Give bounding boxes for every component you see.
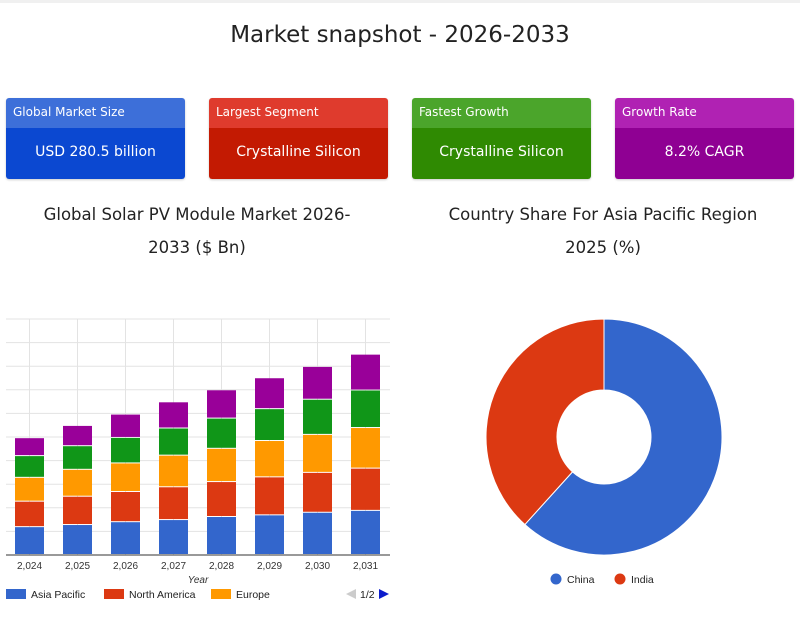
card-label: Global Market Size — [6, 98, 185, 128]
bar-segment[interactable] — [255, 409, 284, 441]
legend-label: Asia Pacific — [31, 589, 85, 601]
card-value: Crystalline Silicon — [412, 128, 591, 179]
bar-chart-title: Global Solar PV Module Market 2026- 2033… — [7, 198, 387, 264]
bar-segment[interactable] — [303, 434, 332, 472]
bar-segment[interactable] — [303, 399, 332, 434]
bar-segment[interactable] — [111, 414, 140, 437]
bar-segment[interactable] — [63, 525, 92, 554]
bar-segment[interactable] — [111, 437, 140, 463]
bar-segment[interactable] — [255, 515, 284, 554]
x-tick-label: 2,028 — [209, 561, 234, 572]
card-largest-segment: Largest Segment Crystalline Silicon — [209, 98, 388, 179]
card-label: Largest Segment — [209, 98, 388, 128]
legend-page-indicator: 1/2 — [360, 589, 375, 601]
bar-segment[interactable] — [15, 527, 44, 554]
bar-segment[interactable] — [255, 477, 284, 515]
pie-chart-title: Country Share For Asia Pacific Region 20… — [413, 198, 793, 264]
legend-prev-page-icon[interactable] — [346, 589, 356, 599]
card-growth-rate: Growth Rate 8.2% CAGR — [615, 98, 794, 179]
card-value: 8.2% CAGR — [615, 128, 794, 179]
x-tick-label: 2,029 — [257, 561, 282, 572]
legend-swatch — [211, 589, 231, 599]
bar-segment[interactable] — [255, 378, 284, 409]
x-tick-label: 2,026 — [113, 561, 138, 572]
bar-segment[interactable] — [351, 354, 380, 390]
legend-label: Europe — [236, 589, 270, 601]
bar-chart-title-line2: 2033 ($ Bn) — [148, 238, 246, 257]
bar-segment[interactable] — [351, 510, 380, 554]
bar-segment[interactable] — [207, 390, 236, 418]
bar-segment[interactable] — [63, 496, 92, 525]
pie-slice-china[interactable] — [524, 318, 723, 556]
legend-label: North America — [129, 589, 196, 601]
card-label: Fastest Growth — [412, 98, 591, 128]
x-tick-label: 2,024 — [17, 561, 42, 572]
x-tick-label: 2,025 — [65, 561, 90, 572]
pie-chart-title-line2: 2025 (%) — [565, 238, 641, 257]
legend-dot — [550, 573, 562, 585]
x-tick-label: 2,031 — [353, 561, 378, 572]
bar-segment[interactable] — [159, 487, 188, 520]
bar-segment[interactable] — [351, 428, 380, 468]
bar-segment[interactable] — [15, 456, 44, 477]
page-title: Market snapshot - 2026-2033 — [230, 22, 570, 48]
bar-segment[interactable] — [159, 402, 188, 428]
bar-segment[interactable] — [207, 482, 236, 517]
legend-swatch — [104, 589, 124, 599]
bar-segment[interactable] — [111, 463, 140, 491]
bar-segment[interactable] — [207, 418, 236, 448]
legend-label: China — [567, 574, 595, 586]
bar-segment[interactable] — [351, 390, 380, 428]
bar-chart-title-line1: Global Solar PV Module Market 2026- — [43, 205, 351, 224]
bar-segment[interactable] — [159, 455, 188, 487]
bar-segment[interactable] — [303, 512, 332, 554]
bar-segment[interactable] — [207, 448, 236, 482]
bar-segment[interactable] — [159, 428, 188, 455]
legend-dot — [614, 573, 626, 585]
legend-swatch — [6, 589, 26, 599]
legend-label: India — [631, 574, 654, 586]
bar-segment[interactable] — [15, 438, 44, 456]
card-fastest-growth: Fastest Growth Crystalline Silicon — [412, 98, 591, 179]
bar-segment[interactable] — [63, 469, 92, 496]
bar-segment[interactable] — [159, 520, 188, 554]
bar-segment[interactable] — [63, 446, 92, 469]
bar-segment[interactable] — [303, 366, 332, 399]
pie-chart-title-line1: Country Share For Asia Pacific Region — [448, 205, 758, 224]
bar-segment[interactable] — [15, 477, 44, 501]
bar-segment[interactable] — [15, 501, 44, 527]
x-tick-label: 2,027 — [161, 561, 186, 572]
bar-segment[interactable] — [207, 517, 236, 554]
x-axis-title: Year — [188, 575, 209, 586]
bar-segment[interactable] — [111, 522, 140, 554]
card-global-market-size: Global Market Size USD 280.5 billion — [6, 98, 185, 179]
legend-next-page-icon[interactable] — [379, 589, 389, 599]
bar-segment[interactable] — [63, 425, 92, 446]
x-tick-label: 2,030 — [305, 561, 330, 572]
pie-slice-india[interactable] — [485, 318, 605, 526]
bar-segment[interactable] — [255, 441, 284, 477]
bar-segment[interactable] — [111, 491, 140, 522]
top-border — [0, 0, 800, 3]
card-value: Crystalline Silicon — [209, 128, 388, 179]
card-value: USD 280.5 billion — [6, 128, 185, 179]
bar-segment[interactable] — [303, 472, 332, 512]
card-label: Growth Rate — [615, 98, 794, 128]
bar-segment[interactable] — [351, 468, 380, 510]
